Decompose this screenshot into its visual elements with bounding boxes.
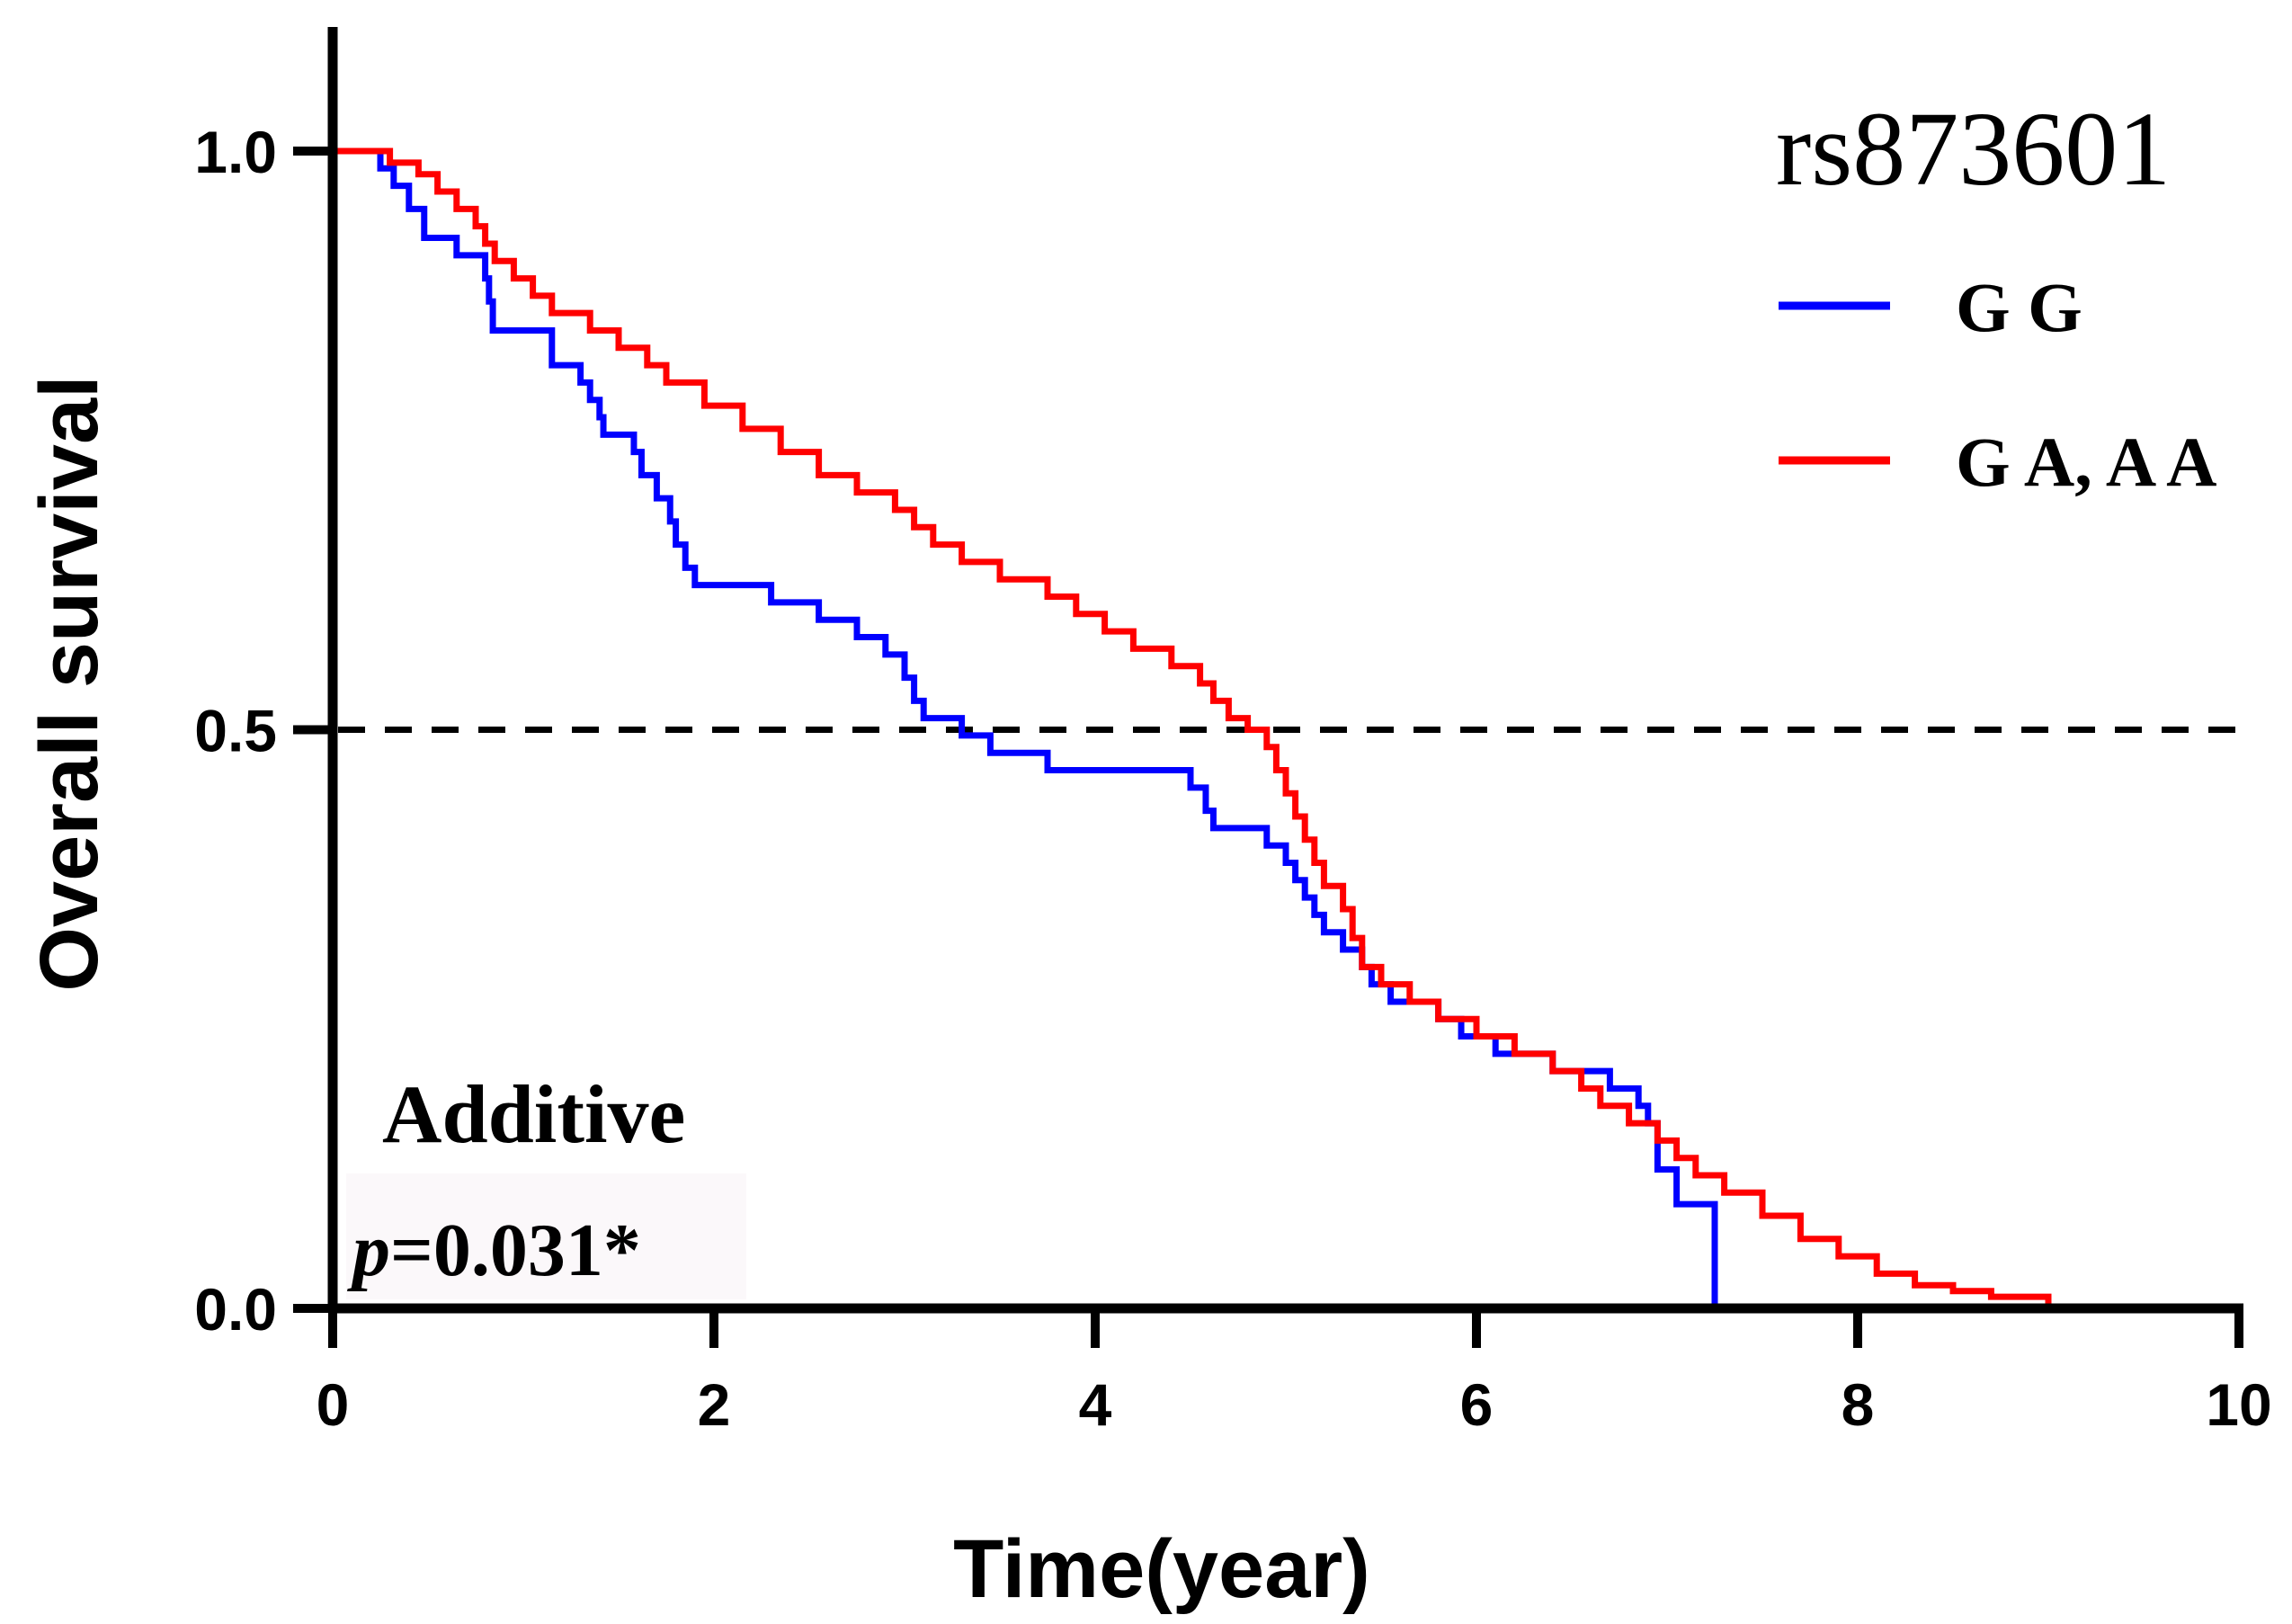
annotation-title: Additive	[382, 1068, 685, 1160]
series-line-ga-aa	[333, 147, 2052, 1308]
y-tick-label: 0.5	[194, 698, 277, 764]
x-tick-label: 2	[698, 1371, 731, 1438]
pvalue-suffix: =0.031*	[390, 1209, 641, 1292]
x-tick-label: 0	[317, 1371, 350, 1438]
plot-area	[333, 147, 2239, 1308]
pvalue-box	[346, 1173, 746, 1299]
y-tick-label: 0.0	[194, 1276, 277, 1343]
axes: 0 2 4 6 8 10 0.0 0.5 1.0	[194, 27, 2272, 1438]
y-axis-title: Overall survival	[23, 375, 115, 991]
x-tick-label: 4	[1079, 1371, 1112, 1438]
legend-title: rs873601	[1776, 90, 2171, 208]
x-tick-label: 6	[1460, 1371, 1494, 1438]
legend-label-gg: G G	[1956, 268, 2082, 346]
pvalue-prefix: p	[347, 1209, 390, 1292]
y-axis-ticks: 0.0 0.5 1.0	[194, 119, 333, 1343]
legend-label-ga-aa: G A, A A	[1956, 423, 2216, 501]
y-tick-label: 1.0	[194, 119, 277, 185]
x-tick-label: 8	[1842, 1371, 1875, 1438]
legend: rs873601 G G G A, A A	[1776, 90, 2216, 501]
x-axis-title: Time(year)	[953, 1523, 1370, 1615]
annotation: Additive p=0.031*	[346, 1068, 746, 1299]
pvalue-text: p=0.031*	[347, 1209, 641, 1292]
x-axis-ticks: 0 2 4 6 8 10	[317, 1308, 2272, 1438]
x-tick-label: 10	[2206, 1371, 2271, 1438]
